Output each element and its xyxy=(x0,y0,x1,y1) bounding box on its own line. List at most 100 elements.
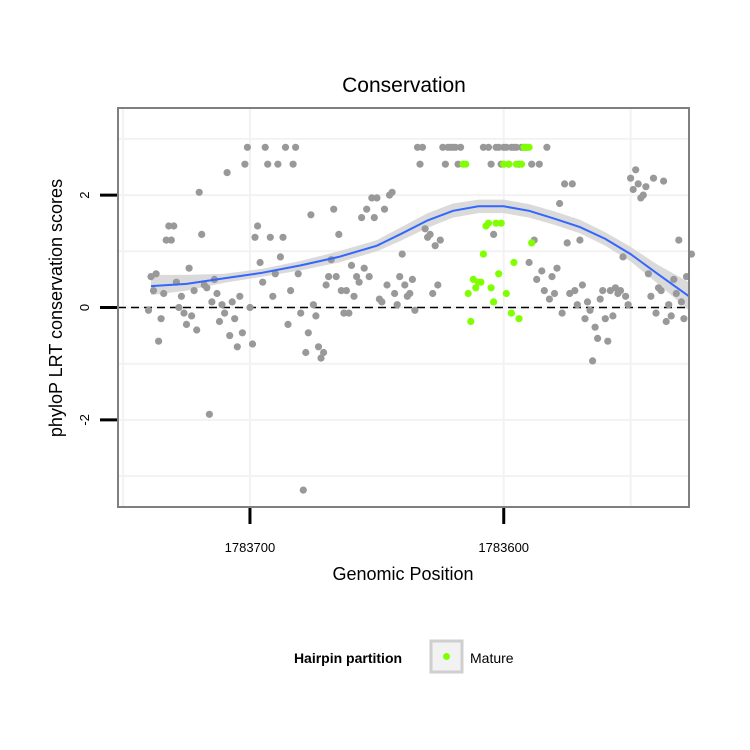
mature-point xyxy=(505,160,513,168)
data-point xyxy=(393,301,401,309)
data-point xyxy=(571,287,579,295)
legend-label-mature: Mature xyxy=(470,650,514,666)
data-point xyxy=(667,312,675,320)
data-point xyxy=(487,160,495,168)
mature-point xyxy=(512,160,521,168)
data-point xyxy=(413,143,422,151)
data-point xyxy=(287,287,295,295)
data-point xyxy=(388,188,396,196)
data-point xyxy=(256,258,264,267)
data-point xyxy=(185,264,193,272)
data-point xyxy=(261,143,269,151)
data-point xyxy=(383,281,391,289)
x-axis-title: Genomic Position xyxy=(332,564,473,584)
data-point xyxy=(254,222,262,230)
data-point xyxy=(182,320,191,328)
data-point xyxy=(596,295,604,303)
data-point xyxy=(162,236,170,244)
data-point xyxy=(365,273,373,281)
x-tick-label: 1783600 xyxy=(478,540,529,555)
data-point xyxy=(325,273,333,281)
data-point xyxy=(335,230,343,238)
data-point xyxy=(152,270,160,278)
data-point xyxy=(165,222,173,230)
data-point xyxy=(347,261,356,269)
mature-point xyxy=(525,143,533,151)
data-point xyxy=(238,329,246,337)
data-point xyxy=(512,143,521,151)
data-point xyxy=(502,143,510,151)
data-point xyxy=(203,284,211,292)
data-point xyxy=(680,315,688,323)
data-point xyxy=(581,315,589,323)
mature-point xyxy=(472,284,480,292)
data-point xyxy=(431,242,439,250)
data-point xyxy=(589,357,597,365)
data-point xyxy=(632,166,640,174)
data-point xyxy=(594,334,602,342)
data-point xyxy=(218,301,226,309)
mature-point xyxy=(500,160,508,168)
data-point xyxy=(370,214,378,222)
mature-point xyxy=(510,258,518,267)
data-point xyxy=(373,194,381,202)
data-point xyxy=(180,309,188,317)
data-point xyxy=(622,292,630,300)
data-point xyxy=(292,143,300,151)
mature-point xyxy=(492,219,500,227)
data-point xyxy=(340,309,348,317)
data-point xyxy=(264,160,272,168)
data-point xyxy=(215,317,224,326)
data-point xyxy=(398,250,406,258)
data-point xyxy=(627,174,635,182)
data-point xyxy=(609,312,617,320)
data-point xyxy=(289,160,297,168)
data-point xyxy=(657,287,665,295)
data-point xyxy=(350,292,358,300)
data-point xyxy=(484,143,493,151)
mature-point xyxy=(507,309,515,317)
other-points xyxy=(144,143,696,494)
confidence-band-layer xyxy=(151,199,689,311)
data-point xyxy=(495,143,503,151)
data-point xyxy=(457,143,465,151)
data-point xyxy=(528,160,536,168)
data-point xyxy=(583,298,592,306)
data-point xyxy=(538,267,546,275)
data-point xyxy=(629,185,637,194)
data-point xyxy=(634,180,642,188)
y-tick-label: 0 xyxy=(77,304,92,311)
data-point xyxy=(175,303,183,312)
data-point xyxy=(401,281,409,289)
data-point xyxy=(276,253,284,261)
data-point xyxy=(167,236,175,244)
data-point xyxy=(553,264,561,272)
legend: Hairpin partition Mature xyxy=(294,639,514,674)
data-point xyxy=(644,270,653,278)
x-axis: 1783700 1783600 xyxy=(225,508,529,555)
mature-point xyxy=(528,239,536,247)
data-point xyxy=(441,160,449,168)
data-point xyxy=(223,169,231,177)
data-point xyxy=(160,289,168,298)
data-point xyxy=(556,199,564,208)
y-axis-title: phyloP LRT conservation scores xyxy=(46,179,66,437)
data-point xyxy=(479,143,487,151)
data-point xyxy=(314,343,323,351)
data-point xyxy=(660,177,668,185)
data-point xyxy=(396,273,404,281)
data-point xyxy=(208,298,216,306)
data-point xyxy=(558,309,566,317)
data-point xyxy=(246,303,254,312)
data-point xyxy=(619,253,627,261)
smooth-trend-line xyxy=(150,205,690,298)
data-point xyxy=(312,312,320,320)
data-point xyxy=(675,236,683,244)
data-point xyxy=(231,315,239,323)
data-point xyxy=(563,239,571,247)
data-point xyxy=(233,343,241,351)
data-point xyxy=(662,317,670,326)
data-point xyxy=(243,143,251,151)
data-point xyxy=(578,281,587,289)
data-point xyxy=(297,309,305,317)
